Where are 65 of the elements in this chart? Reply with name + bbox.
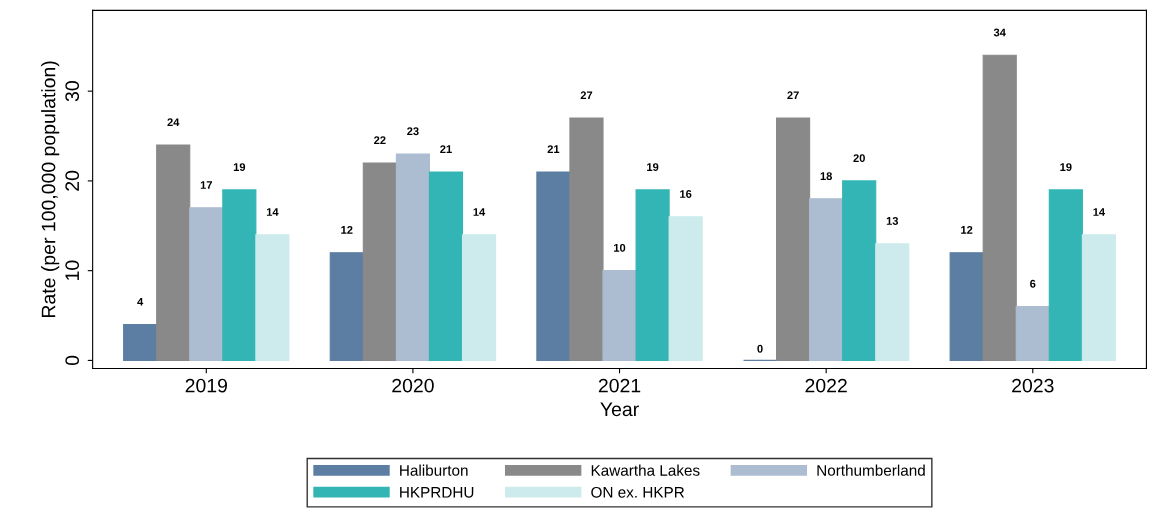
x-tick-label: 2022 xyxy=(805,378,847,393)
data-label: 16 xyxy=(680,190,692,198)
data-label: 6 xyxy=(1030,279,1036,288)
bar xyxy=(536,171,571,361)
data-label: 20 xyxy=(853,154,865,163)
data-label: 17 xyxy=(200,181,212,189)
data-label: 34 xyxy=(993,28,1006,37)
bar xyxy=(569,117,604,361)
data-label: 24 xyxy=(167,118,180,127)
bar xyxy=(329,252,364,361)
data-label: 21 xyxy=(547,145,560,153)
x-tick-label: 2023 xyxy=(1012,378,1054,393)
bar xyxy=(255,234,290,361)
y-tick-label: 0 xyxy=(65,355,80,366)
bar xyxy=(776,117,811,361)
data-label: 19 xyxy=(647,163,659,172)
bar xyxy=(949,252,984,361)
data-label: 22 xyxy=(374,136,386,144)
legend-label: Northumberland xyxy=(817,464,925,476)
data-label: 14 xyxy=(473,208,486,216)
bar xyxy=(189,207,224,361)
data-label: 13 xyxy=(886,217,899,225)
bar xyxy=(1048,189,1083,361)
y-tick-label: 30 xyxy=(65,81,80,102)
data-label: 10 xyxy=(614,243,626,252)
bar xyxy=(156,144,191,361)
bar xyxy=(362,162,397,361)
data-label: 19 xyxy=(233,163,246,172)
y-axis-title: Rate (per 100,000 population) xyxy=(41,61,60,318)
data-label: 23 xyxy=(407,127,419,136)
bar xyxy=(1015,306,1050,361)
legend-label: ON ex. HKPR xyxy=(591,486,685,498)
data-label: 14 xyxy=(266,208,279,216)
data-label: 12 xyxy=(341,225,353,234)
bar xyxy=(222,189,257,361)
bar xyxy=(635,189,670,361)
x-tick-label: 2019 xyxy=(185,378,227,393)
y-tick-label: 20 xyxy=(65,170,80,191)
data-label: 18 xyxy=(820,172,832,180)
data-label: 14 xyxy=(1093,208,1106,216)
data-label: 4 xyxy=(137,297,144,306)
legend-label: HKPRDHU xyxy=(400,487,474,498)
legend-label: Haliburton xyxy=(400,464,468,476)
bar xyxy=(395,153,430,361)
bar xyxy=(668,216,703,361)
bar xyxy=(461,234,497,361)
bar xyxy=(602,270,637,361)
bar xyxy=(123,323,158,361)
bar xyxy=(982,54,1017,361)
data-label: 21 xyxy=(440,145,452,153)
bar xyxy=(428,171,464,361)
x-tick-label: 2021 xyxy=(598,378,641,393)
data-label: 19 xyxy=(1060,163,1072,172)
y-tick-label: 10 xyxy=(65,260,80,280)
data-label: 12 xyxy=(961,225,973,234)
bar xyxy=(842,180,877,361)
data-label: 0 xyxy=(757,344,763,353)
x-axis-title: Year xyxy=(600,402,639,417)
data-label: 27 xyxy=(787,91,799,100)
bar xyxy=(875,243,910,361)
legend-label: Kawartha Lakes xyxy=(591,464,700,476)
bar xyxy=(1081,234,1116,361)
bar xyxy=(809,198,844,361)
x-tick-label: 2020 xyxy=(392,378,434,393)
data-label: 27 xyxy=(580,91,593,100)
